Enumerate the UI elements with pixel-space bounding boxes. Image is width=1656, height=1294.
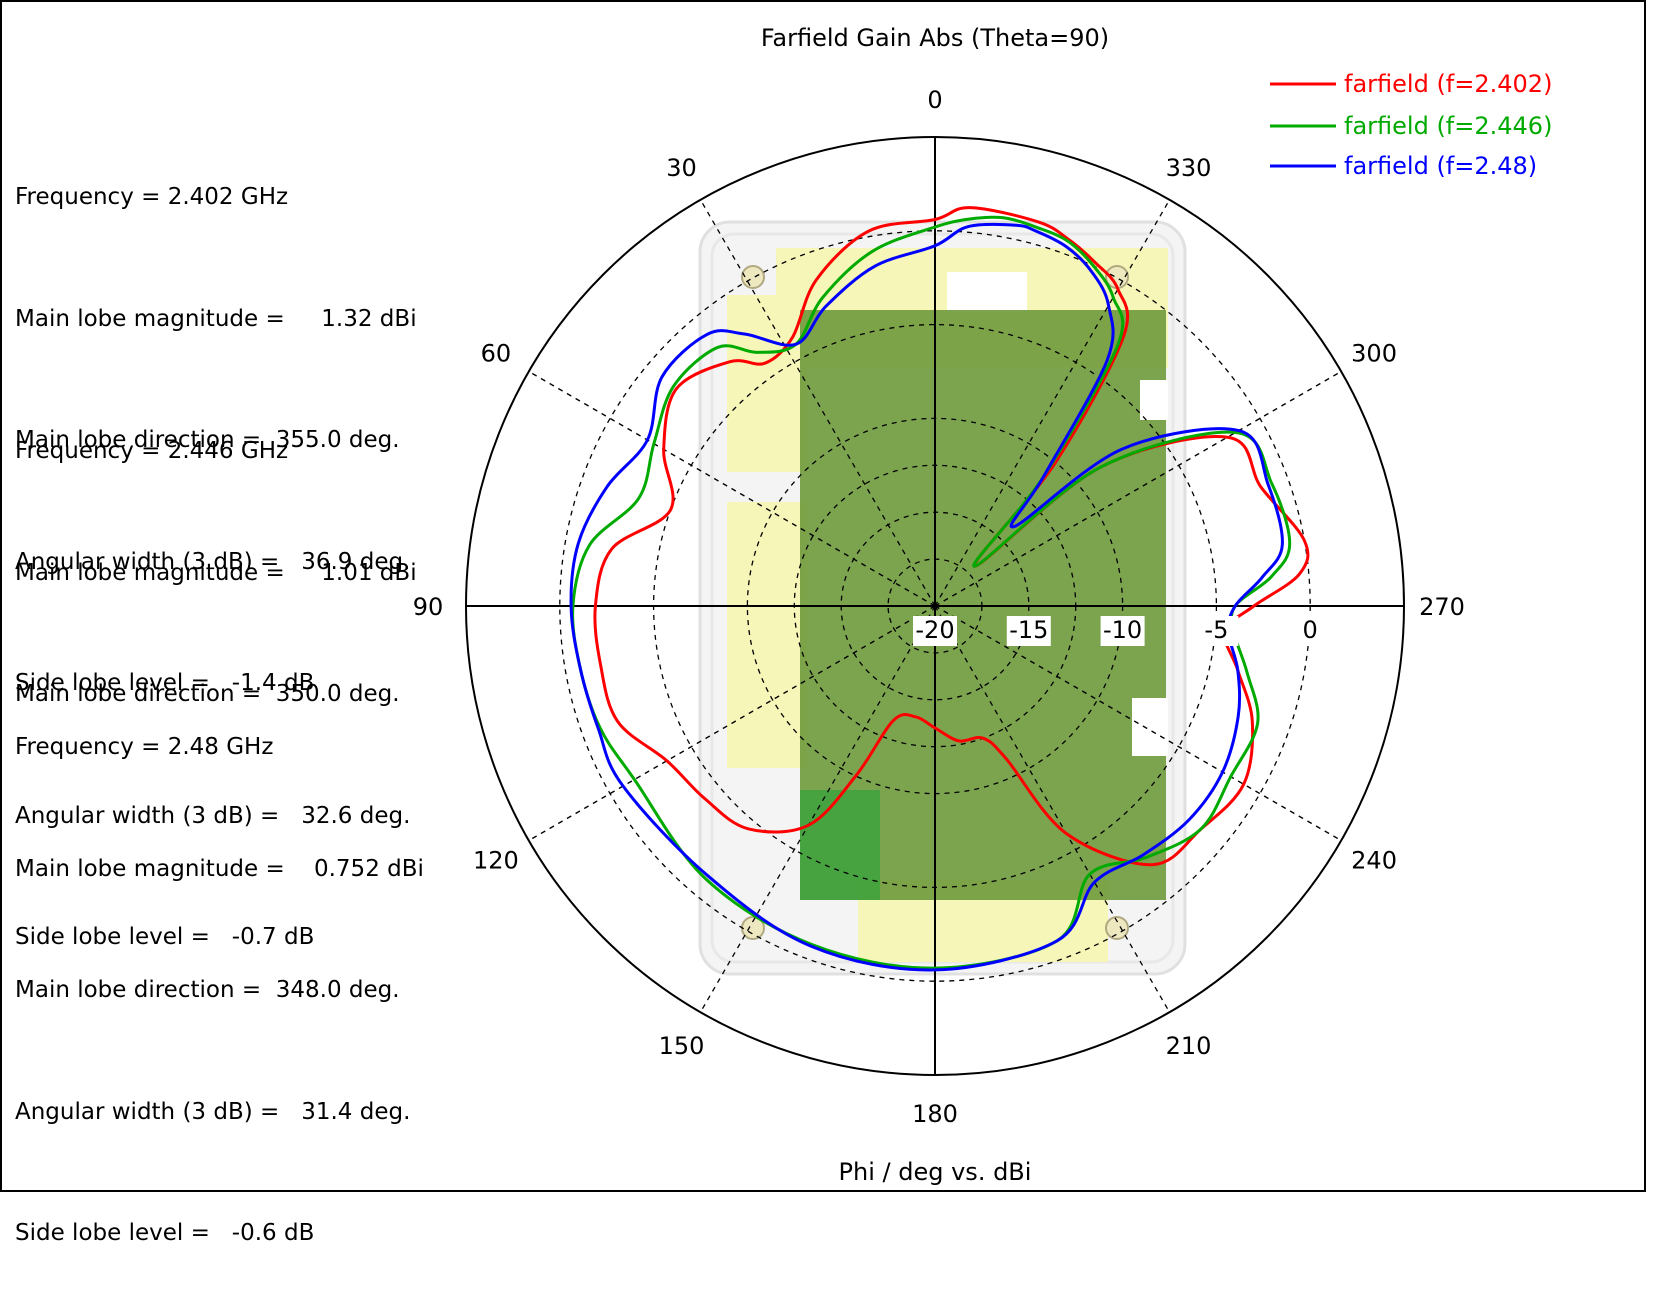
legend-label-2446: farfield (f=2.446): [1344, 112, 1552, 140]
legend: farfield (f=2.402) farfield (f=2.446) fa…: [1270, 70, 1552, 180]
annotation-width: Angular width (3 dB) = 31.4 deg.: [15, 1092, 424, 1133]
angle-tick-label: 60: [481, 340, 512, 368]
annotation-block-248: Frequency = 2.48 GHz Main lobe magnitude…: [15, 646, 424, 1294]
screw-hole-tl: [742, 266, 764, 288]
radial-tick-label: -10: [1103, 616, 1142, 644]
x-axis-label: Phi / deg vs. dBi: [839, 1158, 1032, 1186]
radial-tick-label: -20: [915, 616, 954, 644]
annotation-direction: Main lobe direction = 348.0 deg.: [15, 970, 424, 1011]
angle-tick-label: 30: [666, 154, 697, 182]
annotation-frequency: Frequency = 2.48 GHz: [15, 727, 424, 768]
pcb-yellow-left: [727, 295, 807, 472]
legend-label-2402: farfield (f=2.402): [1344, 70, 1552, 98]
angle-tick-label: 180: [912, 1100, 958, 1128]
chart-title: Farfield Gain Abs (Theta=90): [761, 24, 1109, 52]
radial-tick-label: 0: [1303, 616, 1318, 644]
angle-tick-label: 270: [1419, 593, 1465, 621]
pcb-yellow-left-2: [727, 502, 807, 768]
angle-tick-label: 240: [1351, 847, 1397, 875]
angle-tick-label: 0: [927, 86, 942, 114]
legend-label-248: farfield (f=2.48): [1344, 152, 1537, 180]
pcb-green-lower-left: [800, 790, 880, 900]
annotation-magnitude: Main lobe magnitude = 1.32 dBi: [15, 299, 417, 340]
angle-tick-label: 330: [1166, 154, 1212, 182]
annotation-magnitude: Main lobe magnitude = 1.01 dBi: [15, 553, 417, 594]
annotation-sidelobe: Side lobe level = -0.6 dB: [15, 1213, 424, 1254]
annotation-magnitude: Main lobe magnitude = 0.752 dBi: [15, 849, 424, 890]
annotation-frequency: Frequency = 2.446 GHz: [15, 431, 417, 472]
annotation-frequency: Frequency = 2.402 GHz: [15, 177, 417, 218]
angle-tick-label: 150: [659, 1032, 705, 1060]
angle-tick-label: 210: [1166, 1032, 1212, 1060]
angle-tick-label: 90: [413, 593, 444, 621]
pcb-white-cut: [947, 272, 1027, 312]
angle-tick-label: 120: [473, 847, 519, 875]
pcb-white-notch-1: [1140, 380, 1168, 420]
pcb-white-notch-2: [1132, 698, 1168, 756]
angle-tick-label: 300: [1351, 340, 1397, 368]
radial-tick-label: -5: [1204, 616, 1228, 644]
radial-tick-label: -15: [1009, 616, 1048, 644]
polar-grid: [466, 137, 1404, 1075]
